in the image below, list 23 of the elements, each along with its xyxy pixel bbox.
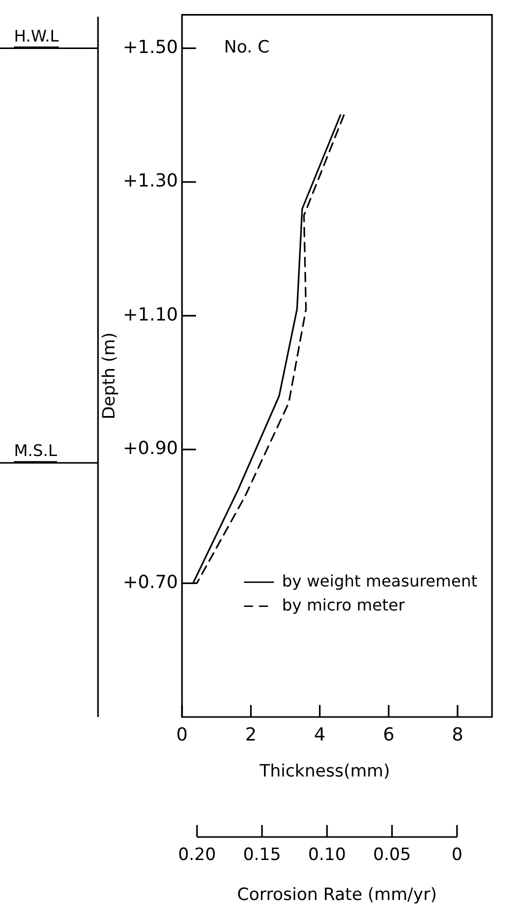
text: No. C [224, 38, 270, 58]
x-tick-label: 0 [176, 724, 188, 746]
y-tick-label: +1.10 [122, 304, 178, 326]
x-tick-label: 6 [382, 724, 394, 746]
y-tick-label: +1.30 [122, 170, 178, 192]
y-tick-label: +0.70 [122, 572, 178, 593]
x2-tick-label: 0.05 [373, 844, 411, 865]
x2-axis-title: Corrosion Rate (mm/yr) [237, 884, 437, 905]
x2-tick-label: 0.20 [178, 844, 216, 865]
legend-label: by micro meter [282, 595, 406, 614]
x-tick-label: 2 [245, 724, 257, 746]
ref-line-label: M.S.L [14, 441, 58, 460]
x2-tick-label: 0.10 [308, 844, 346, 865]
y-tick-label: +1.50 [122, 36, 178, 58]
x-axis-title: Thickness(mm) [258, 761, 390, 782]
legend-label: by weight measurement [282, 571, 478, 590]
x2-tick-label: 0.15 [243, 844, 281, 865]
x2-tick-label: 0 [452, 844, 462, 865]
ref-line-label: H.W.L [14, 26, 59, 46]
y-axis-title: Depth (m) [99, 332, 120, 420]
y-tick-label: +0.90 [122, 438, 178, 460]
x-tick-label: 4 [314, 724, 326, 746]
x-tick-label: 8 [452, 724, 464, 746]
